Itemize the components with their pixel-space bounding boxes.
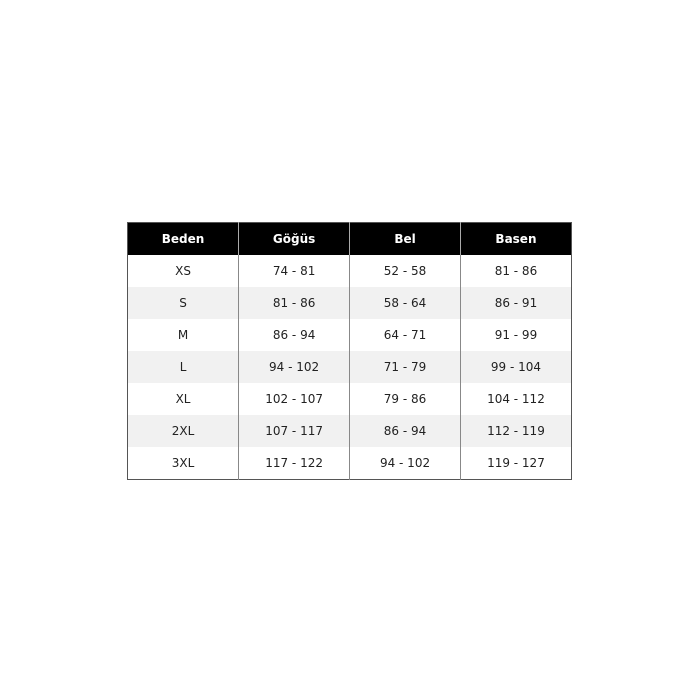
cell-beden: L (127, 351, 239, 383)
cell-basen: 104 - 112 (459, 383, 572, 415)
cell-gogus: 117 - 122 (238, 447, 350, 480)
header-basen: Basen (459, 222, 572, 255)
table-row: XS 74 - 81 52 - 58 81 - 86 (128, 255, 572, 287)
cell-basen: 81 - 86 (459, 255, 572, 287)
table-row: S 81 - 86 58 - 64 86 - 91 (127, 287, 572, 319)
table-row: 2XL 107 - 117 86 - 94 112 - 119 (127, 415, 572, 447)
header-beden: Beden (127, 222, 239, 255)
cell-bel: 71 - 79 (349, 351, 461, 383)
cell-gogus: 74 - 81 (238, 255, 350, 287)
cell-gogus: 94 - 102 (238, 351, 350, 383)
table-row: L 94 - 102 71 - 79 99 - 104 (127, 351, 572, 383)
cell-beden: 2XL (127, 415, 239, 447)
cell-gogus: 81 - 86 (238, 287, 350, 319)
cell-basen: 112 - 119 (459, 415, 572, 447)
cell-bel: 86 - 94 (349, 415, 461, 447)
size-chart-table: Beden Göğüs Bel Basen XS 74 - 81 52 - 58 81… (127, 222, 572, 480)
table-row: XL 102 - 107 79 - 86 104 - 112 (128, 383, 572, 415)
cell-bel: 94 - 102 (349, 447, 461, 480)
header-gogus: Göğüs (238, 222, 350, 255)
cell-bel: 64 - 71 (349, 319, 461, 351)
cell-gogus: 86 - 94 (238, 319, 350, 351)
cell-bel: 58 - 64 (349, 287, 461, 319)
cell-bel: 52 - 58 (349, 255, 461, 287)
cell-basen: 86 - 91 (459, 287, 572, 319)
cell-basen: 91 - 99 (459, 319, 572, 351)
header-bel: Bel (349, 222, 461, 255)
cell-basen: 99 - 104 (459, 351, 572, 383)
cell-beden: XS (175, 264, 191, 278)
cell-beden: S (127, 287, 239, 319)
cell-basen: 119 - 127 (459, 447, 572, 480)
cell-gogus: 102 - 107 (238, 383, 350, 415)
cell-beden: 3XL (171, 456, 195, 470)
cell-beden: XL (175, 392, 191, 406)
table-row: 3XL 117 - 122 94 - 102 119 - 127 (128, 447, 572, 480)
table-row: M 86 - 94 64 - 71 91 - 99 (128, 319, 572, 351)
header-row: Beden Göğüs Bel Basen (127, 222, 572, 255)
cell-gogus: 107 - 117 (238, 415, 350, 447)
cell-bel: 79 - 86 (349, 383, 461, 415)
cell-beden: M (177, 328, 189, 342)
